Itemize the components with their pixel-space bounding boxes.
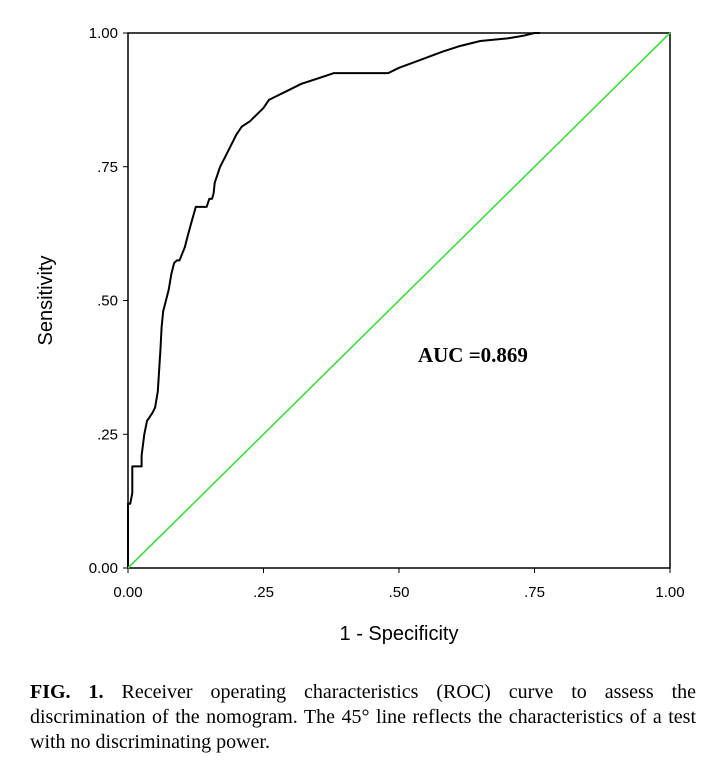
x-tick-label: 0.00 — [113, 584, 142, 601]
series-layer — [127, 32, 671, 569]
roc-curve-line — [127, 32, 540, 568]
y-tick-label: 0.00 — [89, 560, 118, 577]
y-tick-label: .25 — [97, 426, 118, 443]
figure-caption: FIG. 1. Receiver operating characteristi… — [30, 680, 696, 755]
y-tick-label: 1.00 — [89, 25, 118, 42]
x-tick-label: .25 — [253, 584, 274, 601]
x-tick-label: .50 — [389, 584, 410, 601]
roc-chart: 0.00 .25 .50 .75 1.00 0.00 .25 .50 .75 1.00 1 - … — [35, 25, 685, 645]
x-axis-title: 1 - Specificity — [340, 623, 459, 645]
auc-annotation: AUC =0.869 — [418, 343, 528, 367]
y-axis-title: Sensitivity — [35, 255, 57, 345]
x-axis-ticks: 0.00 .25 .50 .75 1.00 — [113, 568, 685, 601]
y-axis-ticks: 0.00 .25 .50 .75 1.00 — [89, 25, 128, 577]
annotation-layer: AUC =0.869 — [418, 343, 528, 367]
y-tick-label: .75 — [97, 159, 118, 176]
reference-diagonal-line — [127, 32, 671, 569]
x-tick-label: 1.00 — [655, 584, 684, 601]
y-tick-label: .50 — [97, 293, 118, 310]
x-tick-label: .75 — [524, 584, 545, 601]
figure-caption-text: Receiver operating characteristics (ROC)… — [30, 681, 697, 753]
figure-label: FIG. 1. — [30, 681, 104, 703]
